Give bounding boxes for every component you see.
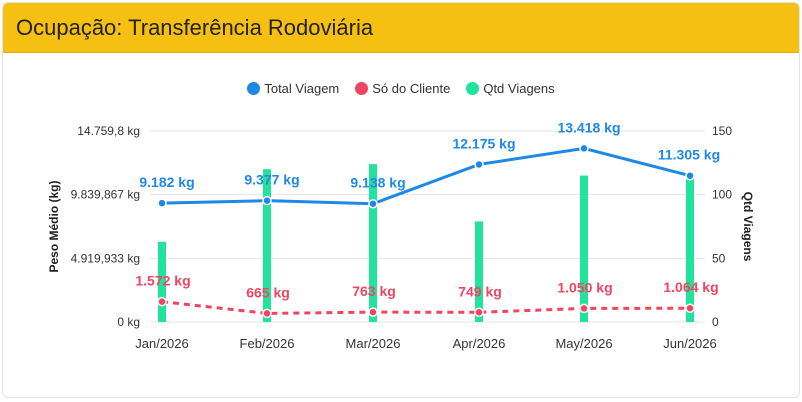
- data-label-total-viagem: 11.305 kg: [658, 147, 720, 163]
- data-label-so-do-cliente: 749 kg: [458, 283, 502, 299]
- legend-marker-cliente: [355, 82, 369, 95]
- data-label-so-do-cliente: 763 kg: [352, 283, 396, 299]
- y2-tick-label: 150: [712, 124, 732, 138]
- point-so-do-cliente[interactable]: [579, 303, 589, 314]
- bar-qtd-viagens[interactable]: [369, 164, 377, 322]
- legend-item-cliente[interactable]: Só do Cliente: [355, 81, 450, 96]
- point-total-viagem[interactable]: [579, 143, 589, 154]
- y-tick-label: 14.759,8 kg: [77, 124, 140, 138]
- point-so-do-cliente[interactable]: [262, 308, 272, 319]
- y2-tick-label: 50: [712, 251, 726, 265]
- x-tick-label: May/2026: [555, 336, 612, 351]
- point-so-do-cliente[interactable]: [368, 307, 378, 317]
- legend-item-viagens[interactable]: Qtd Viagens: [466, 81, 555, 96]
- point-total-viagem[interactable]: [368, 198, 378, 209]
- line-so-do-cliente: [161, 300, 691, 315]
- y-tick-label: 0 kg: [117, 315, 140, 329]
- point-total-viagem[interactable]: [474, 159, 484, 170]
- bar-qtd-viagens[interactable]: [158, 241, 166, 322]
- x-tick-label: Feb/2026: [240, 336, 295, 351]
- chart-legend: Total Viagem Só do Cliente Qtd Viagens: [3, 81, 799, 96]
- legend-label-total: Total Viagem: [264, 81, 340, 96]
- y-axis-title: Peso Médio (kg): [47, 180, 61, 272]
- y-tick-label: 4.919,933 kg: [71, 251, 140, 265]
- legend-label-cliente: Só do Cliente: [372, 81, 451, 96]
- x-tick-label: Apr/2026: [453, 336, 506, 351]
- bar-qtd-viagens[interactable]: [475, 221, 483, 322]
- legend-item-total[interactable]: Total Viagem: [247, 81, 339, 96]
- data-label-so-do-cliente: 1.064 kg: [663, 279, 718, 295]
- point-total-viagem[interactable]: [685, 170, 695, 181]
- legend-marker-total: [247, 82, 261, 95]
- point-so-do-cliente[interactable]: [685, 303, 695, 313]
- card-title: Ocupação: Transferência Rodoviária: [16, 14, 374, 40]
- y2-axis-title: Qtd Viagens: [741, 192, 755, 262]
- data-label-total-viagem: 12.175 kg: [452, 135, 515, 151]
- line-total-viagem: [161, 146, 691, 206]
- data-label-total-viagem: 13.418 kg: [557, 119, 620, 135]
- card-header: Ocupação: Transferência Rodoviária: [3, 3, 799, 53]
- data-label-total-viagem: 9.377 kg: [244, 172, 299, 188]
- legend-label-viagens: Qtd Viagens: [483, 81, 555, 96]
- data-label-total-viagem: 9.138 kg: [350, 175, 405, 191]
- data-label-so-do-cliente: 1.572 kg: [135, 273, 190, 289]
- y2-tick-label: 0: [712, 315, 719, 329]
- data-label-total-viagem: 9.182 kg: [139, 174, 194, 190]
- bar-qtd-viagens[interactable]: [580, 175, 588, 322]
- bar-qtd-viagens[interactable]: [263, 169, 271, 322]
- x-tick-label: Jan/2026: [135, 336, 189, 351]
- bar-qtd-viagens[interactable]: [686, 178, 694, 322]
- point-total-viagem[interactable]: [157, 198, 167, 208]
- point-total-viagem[interactable]: [262, 195, 272, 206]
- y2-tick-label: 100: [712, 188, 732, 202]
- y-tick-label: 9.839,867 kg: [71, 188, 140, 202]
- data-label-so-do-cliente: 1.050 kg: [557, 279, 612, 295]
- point-so-do-cliente[interactable]: [474, 307, 484, 318]
- x-tick-label: Mar/2026: [346, 336, 401, 351]
- x-tick-label: Jun/2026: [663, 336, 717, 351]
- point-so-do-cliente[interactable]: [157, 296, 167, 307]
- legend-marker-viagens: [466, 82, 480, 95]
- data-label-so-do-cliente: 665 kg: [246, 284, 290, 300]
